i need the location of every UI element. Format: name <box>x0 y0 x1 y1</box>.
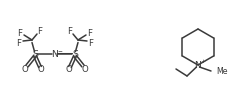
Text: +: + <box>199 59 204 64</box>
Text: F: F <box>88 39 93 48</box>
Text: F: F <box>87 28 92 37</box>
Text: F: F <box>16 39 21 48</box>
Text: Me: Me <box>215 67 226 76</box>
Text: O: O <box>22 64 28 73</box>
Text: F: F <box>37 27 42 36</box>
Text: −: − <box>57 48 62 53</box>
Text: O: O <box>65 65 72 74</box>
Text: S: S <box>72 50 78 59</box>
Text: F: F <box>67 27 72 36</box>
Text: F: F <box>18 28 22 37</box>
Text: N: N <box>51 50 58 59</box>
Text: S: S <box>32 50 38 59</box>
Text: O: O <box>81 64 88 73</box>
Text: N: N <box>194 61 201 70</box>
Text: O: O <box>38 65 44 74</box>
